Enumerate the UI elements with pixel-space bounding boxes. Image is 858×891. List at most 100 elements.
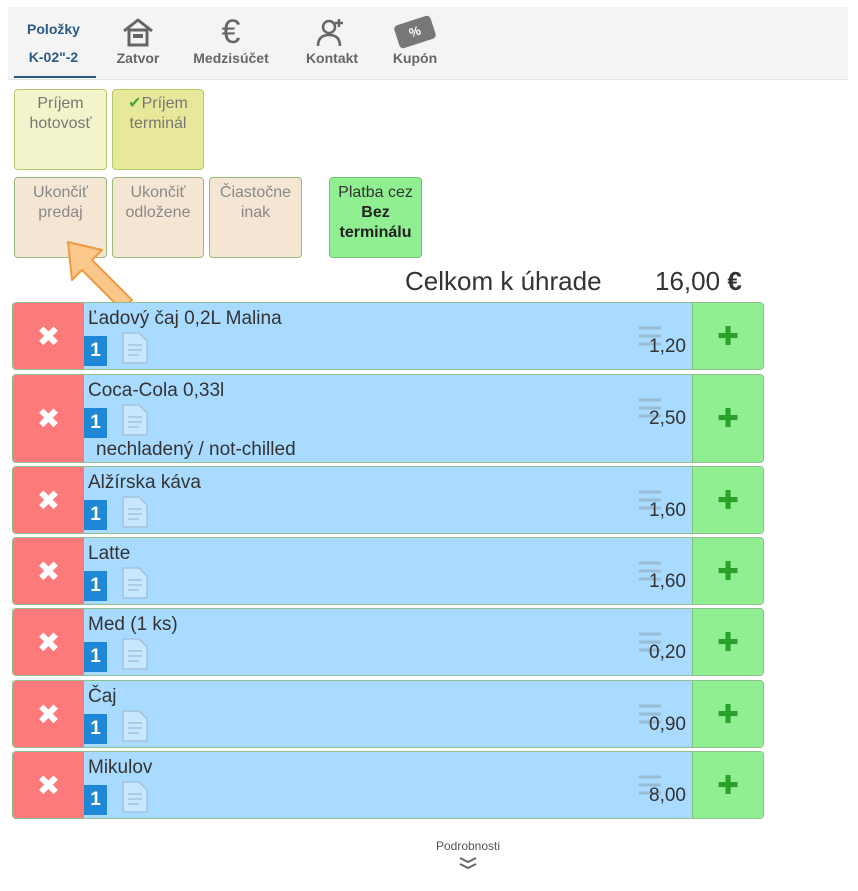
item-note: nechladený / not-chilled [96, 439, 296, 460]
item-quantity-badge[interactable]: 1 [84, 408, 107, 438]
item-name: Alžírska káva [88, 472, 201, 493]
add-item-button[interactable]: ✚ [692, 752, 763, 818]
tab-close[interactable]: Zatvor [105, 7, 171, 80]
item-row[interactable]: ✖ Čaj 1 0,90 ✚ [12, 680, 764, 748]
item-body[interactable]: Coca-Cola 0,33l 1 2,50 nechladený / not-chi… [84, 375, 692, 462]
add-item-button[interactable]: ✚ [692, 467, 763, 533]
item-name: Latte [88, 543, 131, 564]
plus-icon: ✚ [717, 320, 739, 351]
tab-coupon-label: Kupón [392, 50, 438, 66]
menu-icon[interactable] [638, 397, 662, 421]
euro-icon: € [221, 13, 241, 51]
details-toggle[interactable]: Podrobnosti [435, 839, 501, 853]
add-item-button[interactable]: ✚ [692, 375, 763, 462]
item-price: 2,50 [649, 408, 686, 429]
item-row[interactable]: ✖ Coca-Cola 0,33l 1 2,50 nechladený / not-ch… [12, 374, 764, 463]
tab-contact[interactable]: Kontakt [297, 7, 367, 80]
receive-terminal-button[interactable]: ✔Príjem terminál [112, 89, 204, 170]
remove-item-button[interactable]: ✖ [13, 681, 84, 747]
item-name: Čaj [88, 686, 117, 707]
end-sale-button[interactable]: Ukončiť predaj [14, 177, 107, 258]
remove-item-button[interactable]: ✖ [13, 303, 84, 369]
item-name: Coca-Cola 0,33l [88, 380, 225, 401]
tab-coupon[interactable]: % Kupón [384, 7, 446, 80]
item-quantity-badge[interactable]: 1 [84, 785, 107, 815]
item-row[interactable]: ✖ Med (1 ks) 1 0,20 ✚ [12, 608, 764, 676]
close-icon: ✖ [36, 320, 61, 352]
item-price: 1,60 [649, 500, 686, 521]
close-icon: ✖ [36, 403, 61, 434]
remove-item-button[interactable]: ✖ [13, 467, 84, 533]
menu-icon[interactable] [638, 489, 662, 513]
note-icon[interactable] [117, 495, 151, 529]
close-icon: ✖ [36, 626, 61, 658]
item-price: 0,20 [649, 642, 686, 663]
tab-subtotal-label: Medzisúčet [193, 50, 269, 66]
item-quantity-badge[interactable]: 1 [84, 571, 107, 601]
add-item-button[interactable]: ✚ [692, 538, 763, 604]
item-row[interactable]: ✖ Latte 1 1,60 ✚ [12, 537, 764, 605]
pay-without-terminal-button[interactable]: Platba cez Bez terminálu [329, 177, 422, 258]
total-amount: 16,00 € [655, 266, 742, 296]
chevron-double-down-icon[interactable] [458, 856, 478, 870]
item-row[interactable]: ✖ Ľadový čaj 0,2L Malina 1 1,20 ✚ [12, 302, 764, 370]
end-deferred-button[interactable]: Ukončiť odložene [112, 177, 204, 258]
tab-subtotal[interactable]: € Medzisúčet [185, 7, 277, 80]
tab-items-order-id: K-02"-2 [28, 49, 79, 65]
item-name: Ľadový čaj 0,2L Malina [88, 308, 282, 329]
partial-payment-button[interactable]: Čiastočne inak [209, 177, 302, 258]
receive-cash-button[interactable]: Príjem hotovosť [14, 89, 107, 170]
item-row[interactable]: ✖ Mikulov 1 8,00 ✚ [12, 751, 764, 819]
remove-item-button[interactable]: ✖ [13, 375, 84, 462]
plus-icon: ✚ [717, 555, 739, 586]
note-icon[interactable] [117, 331, 151, 365]
menu-icon[interactable] [638, 325, 662, 349]
item-body[interactable]: Mikulov 1 8,00 [84, 752, 692, 818]
plus-icon: ✚ [717, 626, 739, 657]
note-icon[interactable] [117, 709, 151, 743]
item-body[interactable]: Alžírska káva 1 1,60 [84, 467, 692, 533]
add-item-button[interactable]: ✚ [692, 609, 763, 675]
close-icon: ✖ [36, 698, 61, 730]
item-price: 1,60 [649, 571, 686, 592]
item-quantity-badge[interactable]: 1 [84, 336, 107, 366]
menu-icon[interactable] [638, 774, 662, 798]
plus-icon: ✚ [717, 698, 739, 729]
remove-item-button[interactable]: ✖ [13, 609, 84, 675]
item-body[interactable]: Latte 1 1,60 [84, 538, 692, 604]
item-price: 1,20 [649, 336, 686, 357]
plus-icon: ✚ [717, 484, 739, 515]
total-label: Celkom k úhrade [405, 266, 602, 296]
item-quantity-badge[interactable]: 1 [84, 642, 107, 672]
remove-item-button[interactable]: ✖ [13, 752, 84, 818]
remove-item-button[interactable]: ✖ [13, 538, 84, 604]
item-quantity-badge[interactable]: 1 [84, 714, 107, 744]
note-icon[interactable] [117, 403, 151, 437]
note-icon[interactable] [117, 566, 151, 600]
item-price: 0,90 [649, 714, 686, 735]
item-name: Med (1 ks) [88, 614, 178, 635]
menu-icon[interactable] [638, 703, 662, 727]
item-row[interactable]: ✖ Alžírska káva 1 1,60 ✚ [12, 466, 764, 534]
item-quantity-badge[interactable]: 1 [84, 500, 107, 530]
plus-icon: ✚ [717, 403, 739, 433]
note-icon[interactable] [117, 780, 151, 814]
tab-contact-label: Kontakt [305, 50, 359, 66]
item-body[interactable]: Čaj 1 0,90 [84, 681, 692, 747]
item-price: 8,00 [649, 785, 686, 806]
tab-items-label: Položky [27, 21, 80, 37]
tab-items[interactable]: Položky K-02"-2 [11, 7, 96, 80]
add-item-button[interactable]: ✚ [692, 681, 763, 747]
tab-close-label: Zatvor [116, 50, 160, 66]
add-item-button[interactable]: ✚ [692, 303, 763, 369]
menu-icon[interactable] [638, 560, 662, 584]
note-icon[interactable] [117, 637, 151, 671]
tab-bar: Položky K-02"-2 Zatvor € Medzisúčet Kont… [8, 7, 848, 80]
close-icon: ✖ [36, 769, 61, 801]
coupon-icon: % [384, 14, 446, 50]
item-body[interactable]: Med (1 ks) 1 0,20 [84, 609, 692, 675]
home-icon [105, 15, 171, 49]
tab-active-indicator [14, 76, 96, 78]
menu-icon[interactable] [638, 631, 662, 655]
item-body[interactable]: Ľadový čaj 0,2L Malina 1 1,20 [84, 303, 692, 369]
